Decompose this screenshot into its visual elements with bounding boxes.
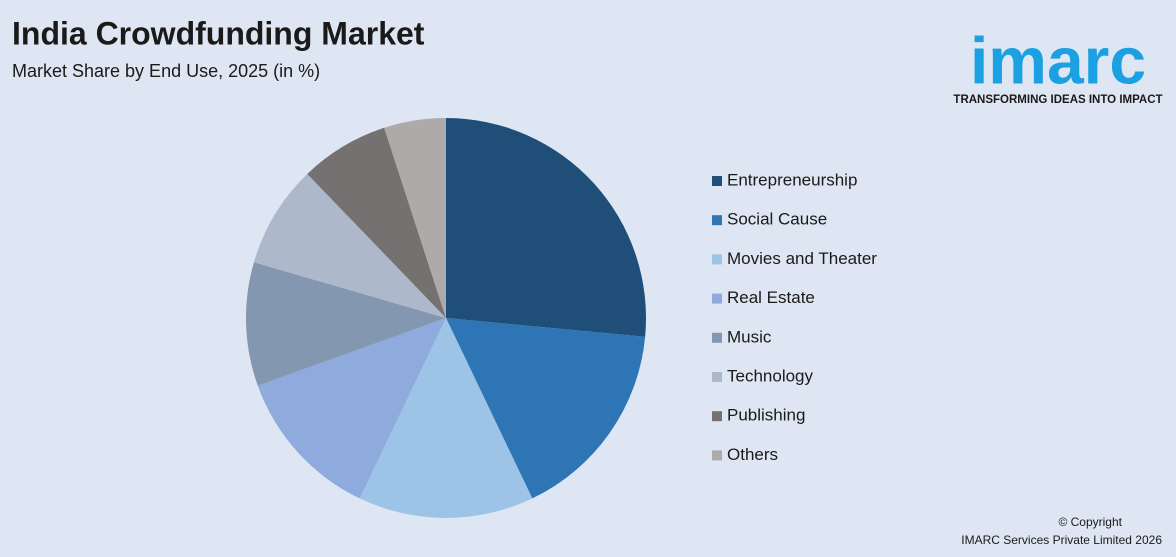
- legend-label: Social Cause: [727, 210, 827, 229]
- chart-subtitle: Market Share by End Use, 2025 (in %): [12, 61, 320, 81]
- pie-slice: [253, 173, 446, 318]
- legend-marker: [712, 215, 722, 226]
- pie-slice: [446, 318, 646, 499]
- pie-slice: [359, 318, 533, 518]
- legend-label: Music: [727, 327, 772, 346]
- legend-marker: [712, 450, 722, 461]
- legend-marker: [712, 254, 722, 265]
- legend-label: Others: [727, 445, 778, 464]
- legend-marker: [712, 332, 722, 343]
- pie-slice: [384, 118, 446, 318]
- logo: imarc: [970, 23, 1146, 97]
- legend-label: Entrepreneurship: [727, 170, 857, 189]
- legend-label: Publishing: [727, 406, 805, 425]
- company: IMARC Services Private Limited 2026: [961, 533, 1162, 547]
- legend-marker: [712, 293, 722, 304]
- pie-slice: [307, 127, 446, 318]
- chart-title: India Crowdfunding Market: [12, 15, 425, 51]
- legend-label: Technology: [727, 366, 814, 385]
- legend-marker: [712, 372, 722, 382]
- pie-slice: [246, 262, 446, 386]
- pie-slice: [446, 118, 646, 337]
- legend-label: Movies and Theater: [727, 249, 877, 268]
- legend-marker: [712, 411, 722, 422]
- pie-slice: [257, 318, 446, 499]
- logo-tagline: TRANSFORMING IDEAS INTO IMPACT: [953, 94, 1162, 106]
- copyright: © Copyright: [1058, 515, 1122, 529]
- legend-marker: [712, 176, 722, 186]
- legend-label: Real Estate: [727, 288, 815, 307]
